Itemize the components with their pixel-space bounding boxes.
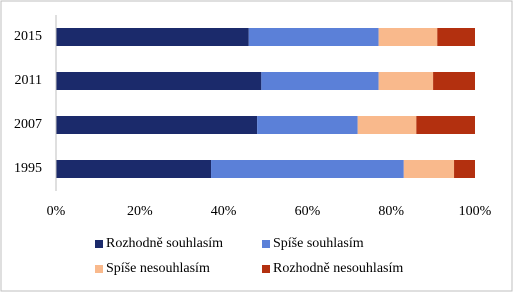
bar-segment <box>378 72 434 90</box>
x-tick-label: 80% <box>378 204 404 219</box>
bar-segment <box>56 160 212 178</box>
legend-label: Rozhodně souhlasím <box>106 236 223 251</box>
y-tick-label: 2007 <box>14 117 42 132</box>
legend-label: Spíše souhlasím <box>273 236 364 251</box>
x-tick-label: 60% <box>295 204 321 219</box>
legend-swatch <box>262 265 270 273</box>
bar-segment <box>56 72 262 90</box>
y-tick-label: 2015 <box>14 29 42 44</box>
x-tick-label: 20% <box>127 204 153 219</box>
bar-segment <box>357 116 417 134</box>
bar-segment <box>454 160 475 178</box>
legend-swatch <box>95 265 103 273</box>
bar-segment <box>56 116 258 134</box>
x-tick-label: 40% <box>211 204 237 219</box>
bar-segment <box>257 116 358 134</box>
legend-swatch <box>95 240 103 248</box>
bar-segment <box>211 160 404 178</box>
legend-label: Spíše nesouhlasím <box>106 261 210 276</box>
bar-segment <box>403 160 455 178</box>
bar-segment <box>378 28 438 46</box>
y-tick-label: 1995 <box>14 161 42 176</box>
legend-swatch <box>262 240 270 248</box>
x-tick-label: 0% <box>47 204 66 219</box>
x-tick-label: 100% <box>459 204 492 219</box>
bar-segment <box>437 28 475 46</box>
y-tick-label: 2011 <box>15 73 42 88</box>
bar-segment <box>56 28 249 46</box>
bar-segment <box>248 28 379 46</box>
bar-segment <box>261 72 379 90</box>
legend-label: Rozhodně nesouhlasím <box>273 261 403 276</box>
bar-segment <box>433 72 475 90</box>
bar-segment <box>416 116 475 134</box>
